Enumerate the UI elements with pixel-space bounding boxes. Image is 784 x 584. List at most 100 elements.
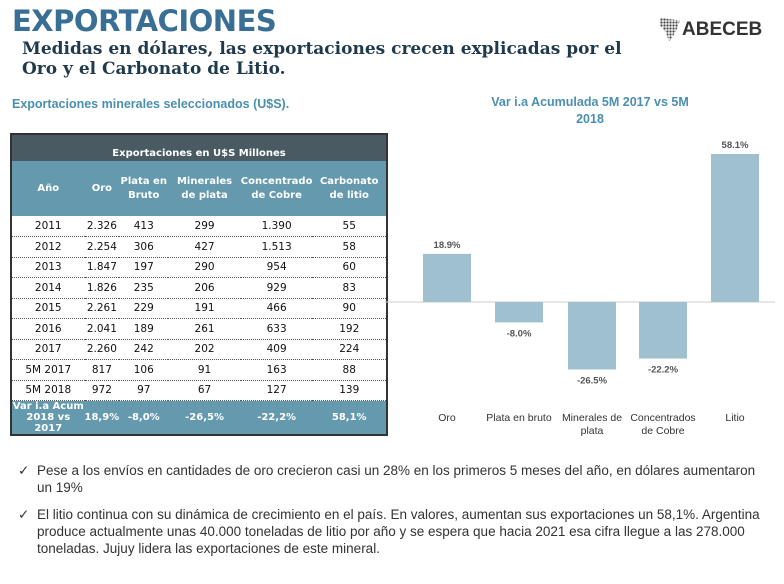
table-row: 2015 2.261 229 191 466 90 [11,298,387,319]
bar [639,302,687,359]
table-section-title: Exportaciones minerales seleccionados (U… [12,97,290,111]
table-footer-cell: -26,5% [168,400,241,435]
table-footer-cell: 58,1% [312,400,387,435]
table-title: Exportaciones en U$S Millones [11,134,387,161]
bar [495,302,543,323]
table-row: 2012 2.254 306 427 1.513 58 [11,236,387,258]
bullet-text: Pese a los envíos en cantidades de oro c… [37,463,756,495]
table-cell: 466 [240,298,313,319]
bar [423,253,471,302]
table-cell: 2.041 [84,318,120,340]
table-cell: 817 [84,359,120,381]
table-cell: 633 [240,318,313,340]
table-cell: 191 [168,298,241,319]
table-cell: 2012 [11,236,85,258]
table-cell: 306 [119,236,169,258]
column-header: Minerales de plata [168,161,241,216]
table-cell: 2.260 [84,339,120,360]
category-label: Concentrados de Cobre [630,412,696,437]
table-cell: 192 [312,318,387,340]
table-row: 5M 2018 972 97 67 127 139 [11,380,387,401]
table-cell: 2016 [11,318,85,340]
table-cell: 5M 2017 [11,359,85,381]
table-cell: 202 [168,339,241,360]
category-label: Oro [438,412,456,424]
table-cell: 242 [119,339,169,360]
table-footer-row: Var i.a Acum 2018 vs 2017 18,9% -8,0% -26,5… [11,400,387,435]
table-cell: 58 [312,236,387,258]
page-title: EXPORTACIONES [12,4,277,38]
data-label: 58.1% [722,140,749,151]
table-row: 2014 1.826 235 206 929 83 [11,277,387,299]
table-cell: 1.390 [240,216,313,237]
table-row: 2013 1.847 197 290 954 60 [11,257,387,278]
table-row: 2016 2.041 189 261 633 192 [11,318,387,340]
table-cell: 235 [119,277,169,299]
table-cell: 206 [168,277,241,299]
table-cell: 409 [240,339,313,360]
table-cell: 91 [168,359,241,381]
table-footer-cell: -22,2% [240,400,313,435]
table-cell: 55 [312,216,387,237]
column-header: Concentrado de Cobre [240,161,313,216]
table-cell: 224 [312,339,387,360]
column-header: Año [11,161,85,216]
table-cell: 83 [312,277,387,299]
table-cell: 2017 [11,339,85,360]
table-cell: 2.326 [84,216,120,237]
table-cell: 97 [119,380,169,401]
table-footer-cell: 18,9% [84,400,120,435]
table-cell: 954 [240,257,313,278]
table-cell: 2013 [11,257,85,278]
table-row: 5M 2017 817 106 91 163 88 [11,359,387,381]
table-cell: 2014 [11,277,85,299]
table-cell: 60 [312,257,387,278]
column-header: Plata en Bruto [119,161,169,216]
table-cell: 90 [312,298,387,319]
data-label: 18.9% [434,240,461,251]
table-cell: 413 [119,216,169,237]
bar [568,302,616,370]
table-cell: 2015 [11,298,85,319]
table-cell: 127 [240,380,313,401]
check-icon: ✓ [18,507,30,522]
category-label: Litio [725,412,745,424]
column-header: Oro [84,161,120,216]
table-cell: 261 [168,318,241,340]
bullet-item: ✓ El litio continua con su dinámica de cr… [18,506,768,557]
data-label: -22.2% [648,365,679,376]
abeceb-logo: ABECEB [660,18,762,42]
table-cell: 88 [312,359,387,381]
table-cell: 106 [119,359,169,381]
page-subtitle: Medidas en dólares, las exportaciones cr… [22,39,622,79]
table-cell: 1.513 [240,236,313,258]
table-cell: 197 [119,257,169,278]
bullet-item: ✓ Pese a los envíos en cantidades de oro … [18,462,768,496]
table-cell: 299 [168,216,241,237]
table-cell: 1.826 [84,277,120,299]
table-cell: 139 [312,380,387,401]
table-cell: 929 [240,277,313,299]
table-cell: 229 [119,298,169,319]
table-footer-cell: -8,0% [119,400,169,435]
table-row: 2017 2.260 242 202 409 224 [11,339,387,360]
table-cell: 1.847 [84,257,120,278]
table-cell: 972 [84,380,120,401]
table-footer-cell: Var i.a Acum 2018 vs 2017 [11,400,85,435]
exports-table: Exportaciones en U$S Millones Año Oro Plat… [10,133,388,436]
table-cell: 189 [119,318,169,340]
bar [711,154,759,302]
table-cell: 5M 2018 [11,380,85,401]
column-header: Carbonato de litio [312,161,387,216]
table-cell: 2.254 [84,236,120,258]
check-icon: ✓ [18,463,30,478]
table-cell: 2.261 [84,298,120,319]
table-cell: 163 [240,359,313,381]
category-label: Plata en bruto [486,412,552,424]
category-label: Minerales de plata [561,412,623,437]
table-cell: 67 [168,380,241,401]
table-row: 2011 2.326 413 299 1.390 55 [11,216,387,237]
table-cell: 2011 [11,216,85,237]
table-cell: 290 [168,257,241,278]
